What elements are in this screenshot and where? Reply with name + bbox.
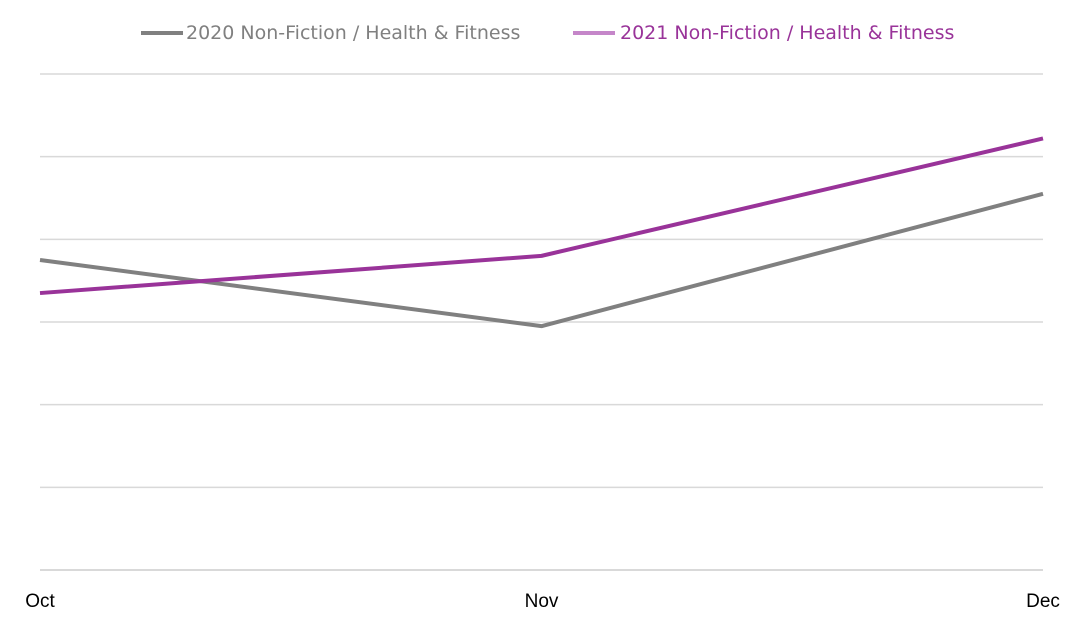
x-tick-label-dec: Dec — [1026, 591, 1060, 612]
legend-entry-2021: 2021 Non-Fiction / Health & Fitness — [573, 22, 954, 44]
series-lines — [39, 136, 1044, 329]
gridlines — [40, 73, 1043, 571]
x-tick-label-nov: Nov — [525, 591, 559, 612]
series-line-0 — [39, 191, 1044, 329]
x-axis-tick-labels: Oct Nov Dec — [25, 591, 1060, 612]
legend-label-2020: 2020 Non-Fiction / Health & Fitness — [186, 22, 520, 44]
series-line-1 — [39, 136, 1044, 296]
legend-entry-2020: 2020 Non-Fiction / Health & Fitness — [141, 22, 520, 44]
legend-label-2021: 2021 Non-Fiction / Health & Fitness — [620, 22, 954, 44]
x-tick-label-oct: Oct — [25, 591, 55, 612]
legend: 2020 Non-Fiction / Health & Fitness 2021… — [141, 22, 954, 44]
